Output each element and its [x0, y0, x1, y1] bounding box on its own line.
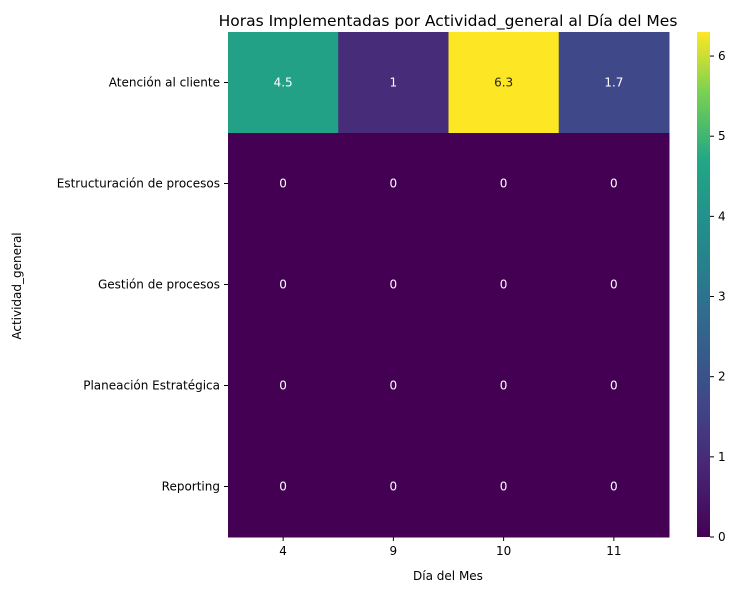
- cell-value-label: 0: [610, 177, 618, 191]
- heatmap-cell: [228, 436, 339, 538]
- cell-value-label: 0: [390, 177, 398, 191]
- x-tick-label: 9: [390, 544, 398, 558]
- heatmap-cell-labels: 4.5 1 6.3 1.7 0 0 0 0 0 0 0 0 0 0 0 0 0 0 0 0: [274, 76, 624, 494]
- colorbar: 0 1 2 3 4 5 6: [697, 32, 726, 544]
- heatmap-cell: [338, 234, 449, 336]
- y-tick-label: Atención al cliente: [109, 76, 220, 90]
- chart-title: Horas Implementadas por Actividad_genera…: [219, 12, 678, 31]
- cell-value-label: 0: [390, 379, 398, 393]
- y-tick-label: Gestión de procesos: [98, 278, 220, 292]
- heatmap-cell: [558, 32, 670, 134]
- heatmap-cell: [558, 234, 670, 336]
- x-tick-label: 11: [606, 544, 621, 558]
- cell-value-label: 0: [279, 480, 287, 494]
- cell-value-label: 0: [279, 379, 287, 393]
- cell-value-label: 0: [390, 480, 398, 494]
- heatmap-cell: [448, 133, 560, 235]
- colorbar-tick-label: 6: [718, 49, 726, 63]
- heatmap-cell: [448, 32, 560, 134]
- heatmap-cell: [338, 436, 449, 538]
- colorbar-tick-label: 2: [718, 370, 726, 384]
- heatmap-cell: [338, 32, 449, 134]
- y-axis: Atención al cliente Estructuración de pro…: [57, 76, 228, 494]
- colorbar-tick-label: 5: [718, 129, 726, 143]
- colorbar-tick-label: 4: [718, 209, 726, 223]
- colorbar-tick-label: 0: [718, 530, 726, 544]
- colorbar-tick-label: 3: [718, 290, 726, 304]
- colorbar-tick-label: 1: [718, 450, 726, 464]
- cell-value-label: 0: [500, 480, 508, 494]
- heatmap-cell: [448, 234, 560, 336]
- cell-value-label: 0: [610, 379, 618, 393]
- cell-value-label: 0: [390, 278, 398, 292]
- heatmap-cell: [448, 436, 560, 538]
- heatmap-cell: [228, 32, 339, 134]
- y-tick-label: Estructuración de procesos: [57, 177, 220, 191]
- colorbar-gradient: [697, 32, 710, 537]
- cell-value-label: 1: [390, 76, 398, 90]
- heatmap-cell: [558, 133, 670, 235]
- heatmap-cell: [228, 133, 339, 235]
- heatmap-cells: [228, 32, 670, 538]
- cell-value-label: 1.7: [604, 76, 623, 90]
- cell-value-label: 0: [610, 480, 618, 494]
- x-axis: 4 9 10 11: [279, 537, 622, 558]
- y-tick-label: Planeación Estratégica: [83, 379, 220, 393]
- cell-value-label: 0: [500, 177, 508, 191]
- y-axis-label: Actividad_general: [10, 232, 24, 339]
- y-tick-label: Reporting: [162, 480, 220, 494]
- heatmap-cell: [338, 133, 449, 235]
- x-tick-label: 10: [496, 544, 511, 558]
- heatmap-cell: [228, 335, 339, 437]
- cell-value-label: 6.3: [494, 76, 513, 90]
- heatmap-cell: [558, 436, 670, 538]
- cell-value-label: 0: [279, 177, 287, 191]
- cell-value-label: 0: [610, 278, 618, 292]
- heatmap-cell: [338, 335, 449, 437]
- x-axis-label: Día del Mes: [413, 569, 483, 583]
- cell-value-label: 4.5: [274, 76, 293, 90]
- cell-value-label: 0: [279, 278, 287, 292]
- heatmap-cell: [448, 335, 560, 437]
- x-tick-label: 4: [279, 544, 287, 558]
- heatmap-cell: [558, 335, 670, 437]
- cell-value-label: 0: [500, 379, 508, 393]
- cell-value-label: 0: [500, 278, 508, 292]
- heatmap-cell: [228, 234, 339, 336]
